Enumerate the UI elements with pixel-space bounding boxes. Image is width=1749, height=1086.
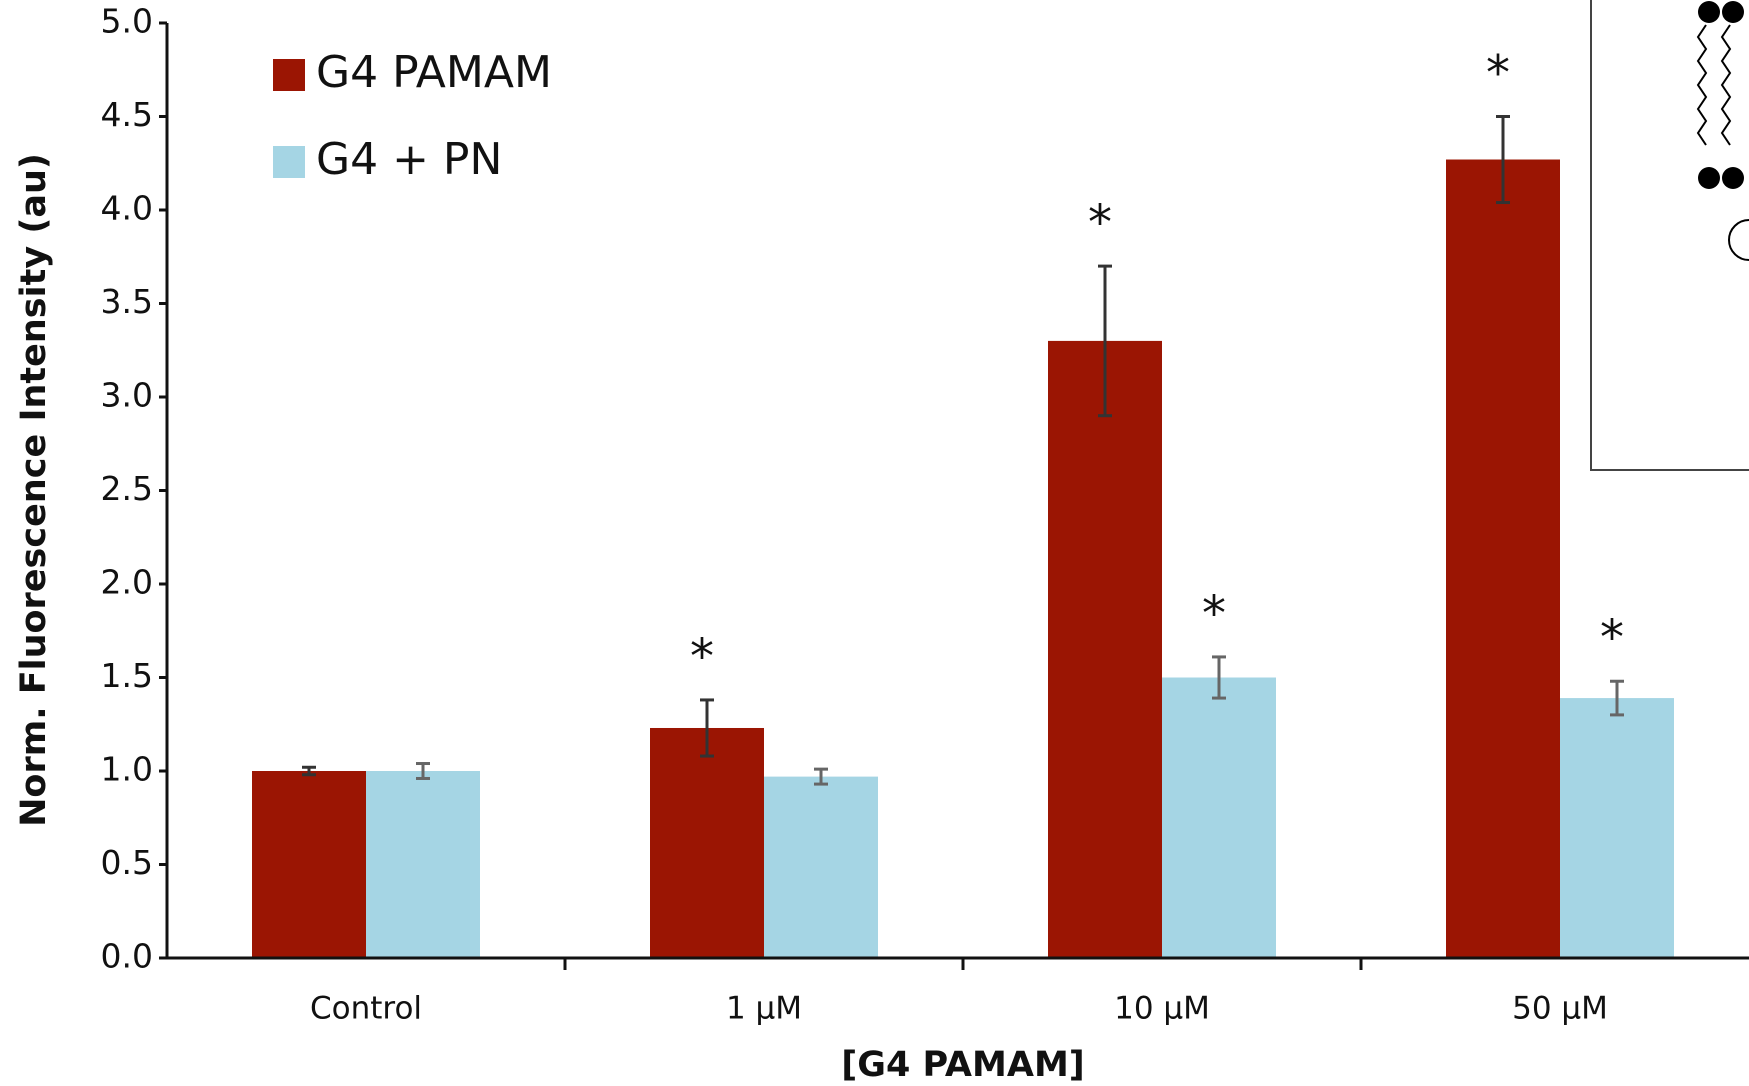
legend-swatch: [273, 146, 305, 178]
y-tick-label: 2.5: [101, 469, 153, 508]
y-tick-label: 3.0: [101, 376, 153, 415]
y-tick-label: 1.0: [101, 750, 153, 789]
bar: [650, 728, 764, 958]
legend-label: G4 PAMAM: [316, 47, 552, 98]
significance-mark: *: [690, 629, 714, 685]
legend-label: G4 + PN: [316, 134, 502, 185]
x-tick-label: 1 µM: [726, 991, 802, 1027]
y-axis-title: Norm. Fluorescence Intensity (au): [14, 153, 54, 827]
y-tick-label: 4.5: [101, 95, 153, 134]
legend-swatch: [273, 59, 305, 91]
x-tick-label: 50 µM: [1512, 991, 1608, 1027]
bar: [1560, 698, 1674, 958]
x-tick-label: 10 µM: [1114, 991, 1210, 1027]
y-tick-label: 4.0: [101, 189, 153, 228]
y-tick-label: 3.5: [101, 282, 153, 321]
inset-diagram: [1591, 0, 1749, 470]
y-tick-label: 5.0: [101, 2, 153, 41]
y-tick-label: 0.5: [101, 843, 153, 882]
y-tick-label: 1.5: [101, 656, 153, 695]
significance-mark: *: [1486, 46, 1510, 102]
x-tick-label: Control: [310, 991, 422, 1027]
y-tick-label: 2.0: [101, 563, 153, 602]
significance-mark: *: [1202, 586, 1226, 642]
bar: [252, 771, 366, 958]
significance-mark: *: [1088, 195, 1112, 251]
bar: [1162, 678, 1276, 959]
bar: [1048, 341, 1162, 958]
bar: [764, 777, 878, 958]
bar: [366, 771, 480, 958]
y-tick-label: 0.0: [101, 937, 153, 976]
bar: [1446, 160, 1560, 958]
significance-mark: *: [1600, 610, 1624, 666]
x-axis-title: [G4 PAMAM]: [841, 1045, 1085, 1085]
chart: Norm. Fluorescence Intensity (au) [G4 PA…: [0, 0, 1749, 1086]
